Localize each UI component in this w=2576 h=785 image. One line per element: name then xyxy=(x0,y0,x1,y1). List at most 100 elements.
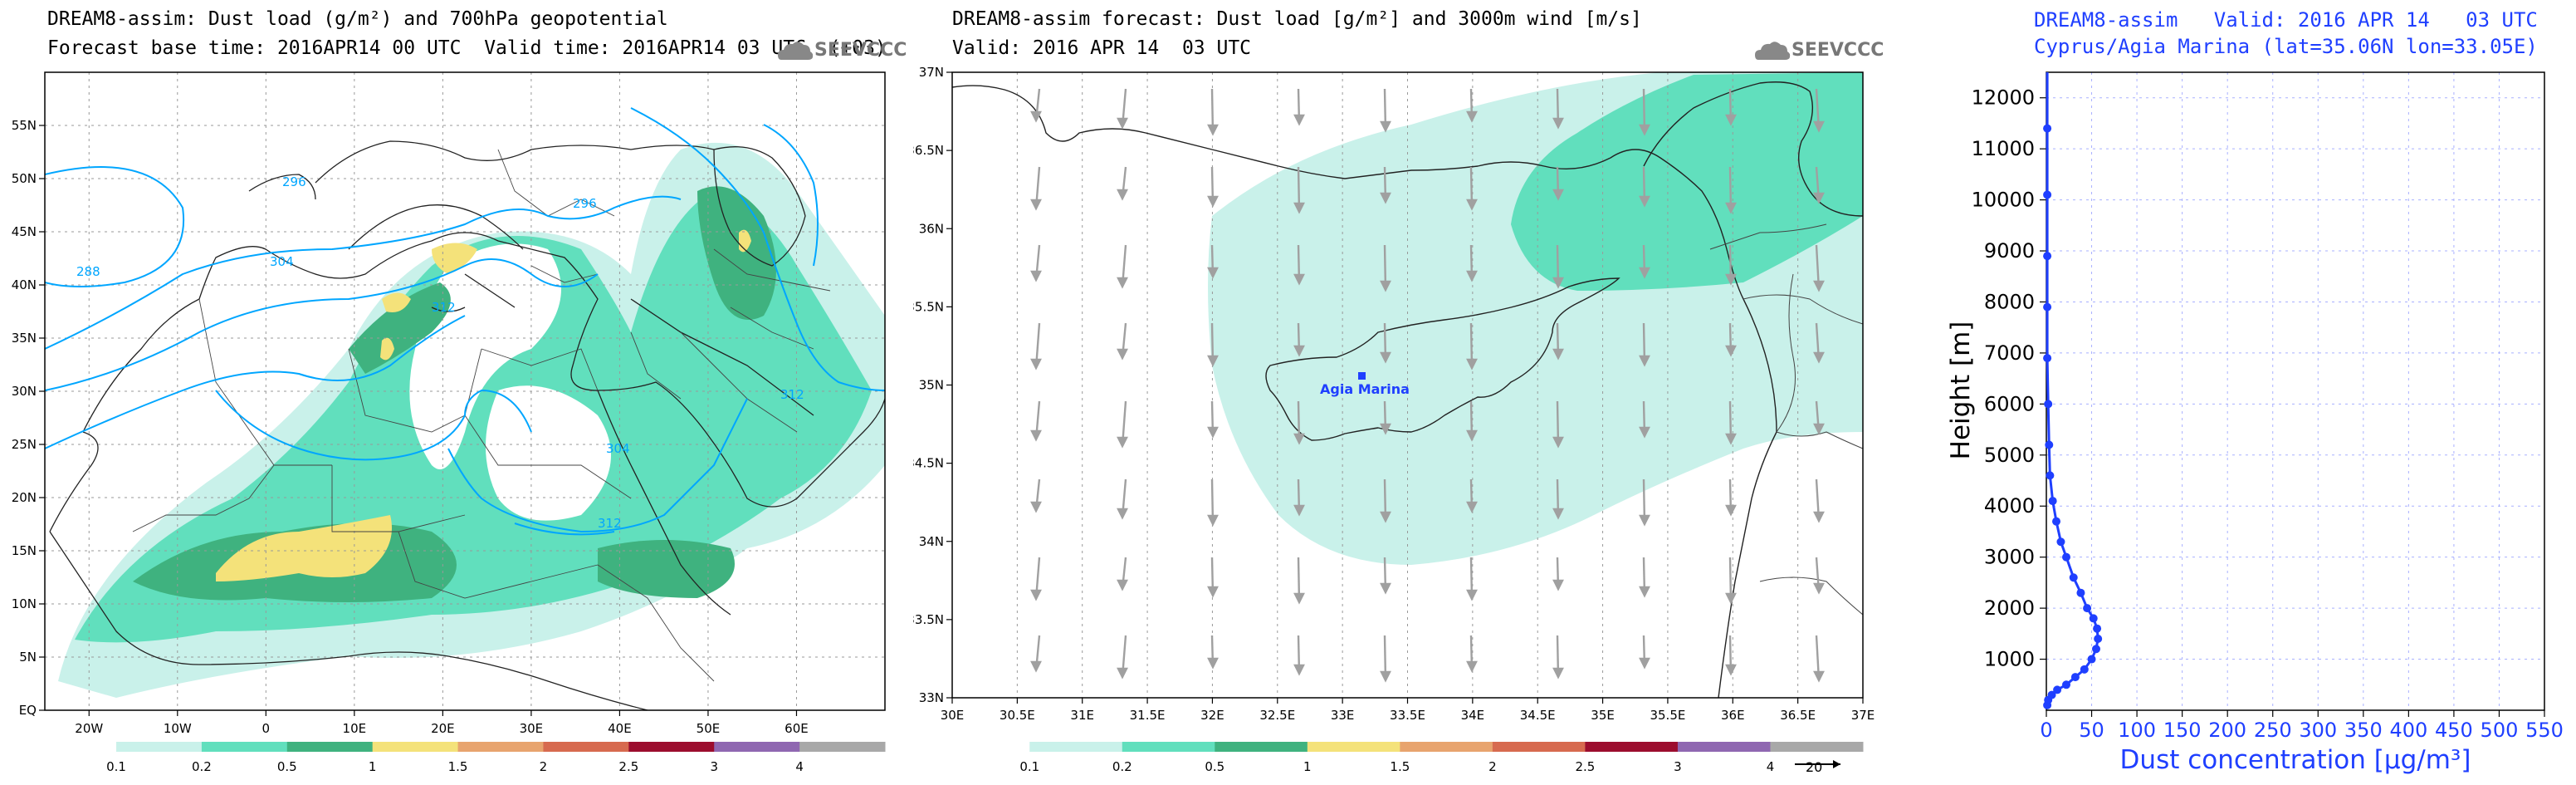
colorbar-swatch xyxy=(714,742,800,752)
x-tick-label: 50 xyxy=(2079,719,2104,742)
profile-point xyxy=(2062,552,2070,562)
lat-tick-label: 45N xyxy=(12,224,37,239)
lat-tick-label: 40N xyxy=(12,277,37,292)
profile-point xyxy=(2043,124,2052,133)
colorbar-label: 2.5 xyxy=(1575,759,1595,774)
contour-label: 304 xyxy=(270,254,294,269)
colorbar-label: 3 xyxy=(710,759,718,774)
colorbar-label: 0.5 xyxy=(277,759,297,774)
x-tick-label: 400 xyxy=(2389,719,2427,742)
x-tick-label: 500 xyxy=(2481,719,2519,742)
colorbar-swatch xyxy=(1400,742,1493,752)
profile-point xyxy=(2053,685,2062,694)
colorbar-swatch xyxy=(116,742,203,752)
colorbar-label: 1 xyxy=(369,759,377,774)
lat-tick-label: 35.5N xyxy=(913,299,944,314)
station-label: Agia Marina xyxy=(1320,381,1410,397)
colorbar-swatch xyxy=(372,742,459,752)
dust-concentration-profile: 0 50 100 150 200 250 300 350 400 450 500 550 1000 200… xyxy=(1946,71,2564,775)
y-tick-label: 1000 xyxy=(1984,648,2035,671)
panel1-logo-text: SEEVCCC xyxy=(814,40,907,61)
lon-tick-label: 10W xyxy=(164,721,192,736)
lon-tick-label: 20E xyxy=(431,721,455,736)
colorbar-swatch xyxy=(1215,742,1308,752)
x-tick-label: 350 xyxy=(2344,719,2383,742)
lon-tick-label: 30E xyxy=(520,721,544,736)
profile-point xyxy=(2083,604,2092,613)
contour-label: 312 xyxy=(780,387,804,402)
colorbar-label: 0.2 xyxy=(192,759,212,774)
lon-tick-label: 35.5E xyxy=(1650,708,1685,723)
profile-point xyxy=(2062,680,2070,689)
profile-point xyxy=(2048,497,2057,506)
lon-tick-label: 30.5E xyxy=(1000,708,1035,723)
station-marker-icon xyxy=(1358,372,1366,380)
panel2-logo: SEEVCCC xyxy=(1753,37,1884,68)
panel3-title: DREAM8-assim Valid: 2016 APR 14 03 UTC xyxy=(2034,8,2538,32)
y-tick-label: 11000 xyxy=(1972,137,2035,160)
lat-tick-label: 36.5N xyxy=(913,143,944,158)
y-tick-label: 5000 xyxy=(1984,444,2035,467)
x-tick-label: 100 xyxy=(2118,719,2156,742)
wind-reference: 20 xyxy=(1795,759,1840,775)
colorbar-swatch xyxy=(1492,742,1586,752)
x-tick-label: 150 xyxy=(2163,719,2202,742)
colorbar-swatch xyxy=(1677,742,1771,752)
dust-load-map-cyprus: Agia Marina 30E 30.5E 31E 31.5E 32E 32.5E 33E 3… xyxy=(913,65,1875,775)
lat-tick-label: 30N xyxy=(12,384,37,399)
colorbar-label: 3 xyxy=(1674,759,1682,774)
x-tick-label: 0 xyxy=(2040,719,2052,742)
lat-tick-label: 15N xyxy=(12,543,37,558)
wind-ref-label: 20 xyxy=(1806,759,1822,775)
lat-tick-label: 35N xyxy=(919,378,944,393)
y-axis-label: Height [m] xyxy=(1946,321,1976,460)
lat-tick-label: 33N xyxy=(919,690,944,705)
lat-tick-label: 33.5N xyxy=(913,612,944,627)
lat-tick-label: 55N xyxy=(12,118,37,133)
x-tick-label: 550 xyxy=(2525,719,2564,742)
lon-tick-label: 37E xyxy=(1851,708,1875,723)
lon-tick-label: 60E xyxy=(785,721,809,736)
colorbar-label: 2.5 xyxy=(618,759,638,774)
colorbar-label: 4 xyxy=(1767,759,1775,774)
lon-tick-label: 34E xyxy=(1461,708,1485,723)
colorbar-swatch xyxy=(201,742,288,752)
y-tick-label: 12000 xyxy=(1972,86,2035,110)
profile-point xyxy=(2044,400,2053,409)
panel1-title: DREAM8-assim: Dust load (g/m²) and 700hP… xyxy=(47,8,668,30)
lat-tick-label: 25N xyxy=(12,437,37,452)
contour-label: 312 xyxy=(598,516,622,531)
panel1-logo: SEEVCCC xyxy=(776,37,907,68)
y-tick-label: 7000 xyxy=(1984,341,2035,365)
profile-point xyxy=(2056,537,2065,547)
colorbar-label: 0.5 xyxy=(1205,759,1224,774)
colorbar-swatch xyxy=(799,742,886,752)
lon-tick-label: 10E xyxy=(343,721,367,736)
colorbar-label: 0.2 xyxy=(1112,759,1132,774)
profile-point xyxy=(2092,645,2100,654)
profile-point xyxy=(2087,655,2096,664)
lon-tick-label: 32E xyxy=(1200,708,1224,723)
profile-point xyxy=(2076,588,2085,597)
cloud-logo-icon xyxy=(1755,42,1791,60)
profile-point xyxy=(2070,673,2080,682)
profile-point xyxy=(2043,190,2052,199)
lon-tick-label: 40E xyxy=(608,721,632,736)
contour-label: 296 xyxy=(573,196,597,211)
x-tick-label: 300 xyxy=(2299,719,2337,742)
lat-tick-label: 34.5N xyxy=(913,456,944,471)
lat-tick-label: 50N xyxy=(12,171,37,186)
colorbar-swatch xyxy=(628,742,715,752)
lat-tick-label: 36N xyxy=(919,221,944,236)
lat-tick-label: 10N xyxy=(12,596,37,611)
colorbar-label: 1 xyxy=(1303,759,1312,774)
colorbar-label: 0.1 xyxy=(1019,759,1039,774)
profile-point xyxy=(2080,665,2089,674)
profile-point xyxy=(2094,634,2103,643)
lon-tick-label: 50E xyxy=(697,721,721,736)
profile-point xyxy=(2043,302,2052,312)
lon-tick-label: 36E xyxy=(1721,708,1745,723)
panel2-title: DREAM8-assim forecast: Dust load [g/m²] … xyxy=(952,8,1642,30)
y-tick-label: 10000 xyxy=(1972,189,2035,212)
lon-tick-label: 31.5E xyxy=(1130,708,1166,723)
